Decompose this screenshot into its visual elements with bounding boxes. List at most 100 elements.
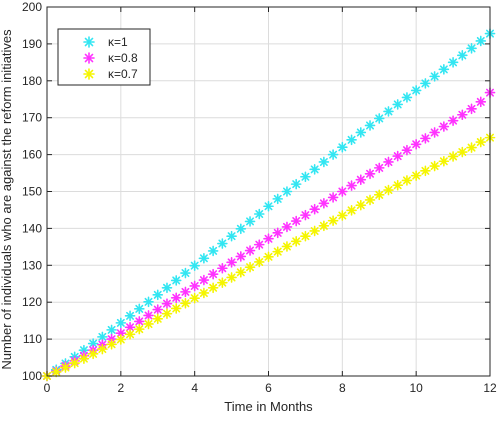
data-point bbox=[161, 298, 173, 309]
data-point bbox=[457, 50, 468, 61]
data-point bbox=[87, 348, 99, 360]
data-point bbox=[253, 256, 265, 268]
data-point bbox=[198, 287, 210, 299]
data-point bbox=[410, 138, 422, 150]
data-point bbox=[373, 113, 385, 124]
data-point bbox=[364, 120, 376, 131]
data-point bbox=[300, 209, 311, 221]
series-3 bbox=[41, 132, 496, 382]
data-point bbox=[244, 245, 256, 256]
data-point bbox=[170, 292, 182, 304]
data-point bbox=[152, 289, 164, 301]
legend-asterisk bbox=[83, 36, 95, 48]
data-point bbox=[466, 103, 477, 115]
data-point bbox=[410, 170, 422, 181]
data-point bbox=[300, 230, 311, 242]
data-point bbox=[170, 303, 182, 314]
data-point bbox=[401, 92, 413, 103]
data-point bbox=[50, 366, 62, 378]
legend-marker bbox=[83, 68, 95, 80]
data-point bbox=[133, 323, 145, 335]
data-point bbox=[207, 245, 219, 257]
x-axis-label: Time in Months bbox=[224, 399, 313, 414]
data-point bbox=[290, 236, 302, 247]
data-point bbox=[364, 194, 376, 206]
data-point bbox=[309, 225, 320, 237]
data-point bbox=[392, 179, 404, 191]
data-point bbox=[475, 35, 487, 47]
data-point bbox=[207, 282, 219, 294]
legend-entry-1: κ=1 bbox=[83, 35, 128, 49]
y-tick-label: 100 bbox=[22, 369, 42, 383]
data-point bbox=[124, 329, 136, 340]
y-tick-label: 150 bbox=[22, 185, 42, 199]
data-point bbox=[420, 133, 431, 144]
legend-label: κ=0.8 bbox=[108, 51, 138, 65]
data-point bbox=[198, 252, 210, 264]
data-point bbox=[272, 193, 284, 205]
data-point bbox=[364, 168, 376, 180]
data-point bbox=[457, 109, 468, 121]
data-point bbox=[253, 239, 265, 250]
data-point bbox=[253, 208, 265, 220]
data-point bbox=[198, 274, 210, 286]
data-point bbox=[410, 85, 422, 96]
data-point bbox=[438, 64, 450, 75]
legend-asterisk bbox=[83, 52, 95, 64]
data-point bbox=[143, 310, 154, 321]
data-point bbox=[373, 162, 385, 174]
x-tick-label: 8 bbox=[339, 381, 346, 395]
data-point bbox=[281, 241, 293, 252]
data-point bbox=[392, 150, 404, 162]
data-point bbox=[272, 227, 284, 239]
data-point bbox=[327, 192, 339, 203]
data-point bbox=[226, 272, 237, 283]
y-tick-label: 190 bbox=[22, 37, 42, 51]
data-point bbox=[263, 251, 274, 263]
data-point bbox=[170, 275, 182, 286]
data-point bbox=[447, 151, 459, 162]
legend-marker bbox=[83, 36, 95, 48]
data-point bbox=[318, 220, 330, 232]
data-point bbox=[355, 127, 367, 138]
x-tick-label: 6 bbox=[265, 381, 272, 395]
data-point bbox=[290, 215, 302, 227]
data-point bbox=[281, 221, 293, 233]
data-point bbox=[244, 216, 256, 227]
data-point bbox=[60, 362, 71, 373]
data-point bbox=[152, 304, 164, 315]
data-point bbox=[106, 324, 117, 336]
y-tick-label: 170 bbox=[22, 111, 42, 125]
data-point bbox=[327, 215, 339, 226]
y-tick-label: 140 bbox=[22, 221, 42, 235]
data-point bbox=[373, 189, 385, 201]
data-point bbox=[447, 115, 459, 126]
data-point bbox=[309, 203, 320, 215]
data-point bbox=[383, 184, 394, 196]
legend-entry-3: κ=0.7 bbox=[83, 67, 138, 81]
data-point bbox=[161, 282, 173, 294]
data-point bbox=[420, 165, 431, 177]
data-point bbox=[392, 99, 404, 110]
data-point bbox=[447, 57, 459, 68]
legend-marker bbox=[83, 52, 95, 64]
y-tick-label: 160 bbox=[22, 148, 42, 162]
data-point bbox=[475, 96, 487, 108]
data-point bbox=[355, 174, 367, 185]
x-tick-label: 0 bbox=[44, 381, 51, 395]
data-point bbox=[475, 136, 487, 148]
y-tick-label: 110 bbox=[23, 332, 42, 346]
data-point bbox=[180, 286, 191, 298]
axis-ticks: 0 2 4 6 8 10 12 100 110 120 130 140 150 160 170 180 190 2… bbox=[22, 0, 497, 395]
legend-box bbox=[57, 28, 151, 86]
data-point bbox=[420, 78, 431, 89]
data-point bbox=[429, 127, 440, 138]
x-tick-label: 2 bbox=[117, 381, 124, 395]
y-tick-label: 200 bbox=[22, 0, 42, 14]
data-point bbox=[235, 267, 247, 278]
data-point bbox=[272, 246, 284, 257]
y-tick-label: 180 bbox=[22, 74, 42, 88]
data-point bbox=[217, 262, 228, 274]
data-point bbox=[180, 267, 191, 279]
data-point bbox=[189, 260, 200, 271]
